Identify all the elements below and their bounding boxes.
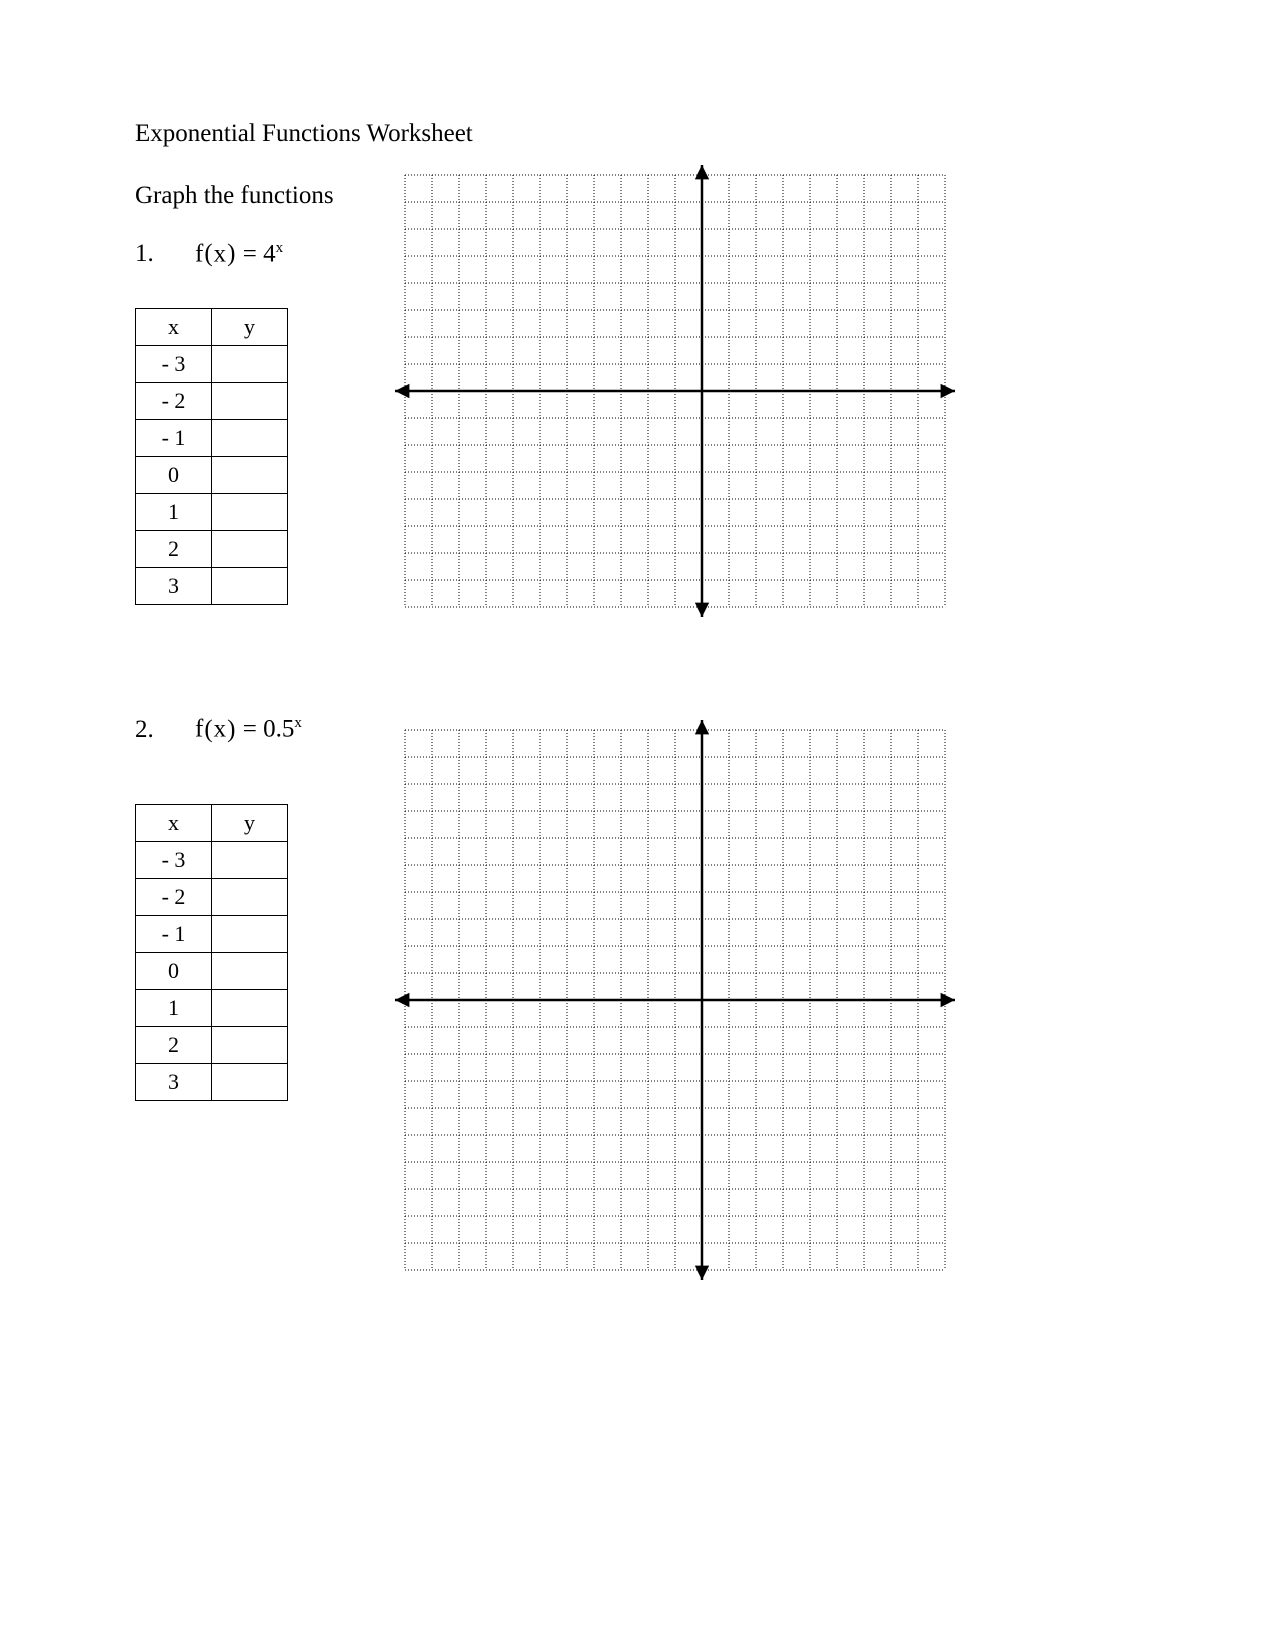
cell-x: - 1	[136, 915, 212, 952]
table-row: 2	[136, 1026, 288, 1063]
table-row: 1	[136, 989, 288, 1026]
problem-2-left: 2. f(x) = 0.5x x y - 3 - 2 - 1 0 1 2	[135, 715, 395, 1100]
problem-1-table: x y - 3 - 2 - 1 0 1 2 3	[135, 308, 288, 605]
problem-1-number: 1.	[135, 240, 195, 268]
func-arg: x	[214, 240, 227, 267]
table-row: - 2	[136, 383, 288, 420]
cell-y[interactable]	[212, 531, 288, 568]
func-base: 0.5	[263, 716, 294, 743]
problem-1-left: 1. f(x) = 4x x y - 3 - 2 - 1 0 1 2 3	[135, 240, 395, 605]
problem-1-grid[interactable]	[395, 165, 955, 617]
problem-1-header: 1. f(x) = 4x	[135, 240, 395, 268]
problem-2-grid[interactable]	[395, 720, 955, 1280]
cell-x: - 2	[136, 383, 212, 420]
cell-x: 1	[136, 494, 212, 531]
cell-y[interactable]	[212, 383, 288, 420]
problem-2-header: 2. f(x) = 0.5x	[135, 715, 395, 743]
col-header-x: x	[136, 309, 212, 346]
cell-y[interactable]	[212, 878, 288, 915]
table-row: 1	[136, 494, 288, 531]
problem-2-table: x y - 3 - 2 - 1 0 1 2 3	[135, 804, 288, 1101]
func-eq: =	[243, 240, 257, 267]
worksheet-page: Exponential Functions Worksheet Graph th…	[0, 0, 1275, 1650]
func-exp: x	[276, 240, 284, 256]
cell-x: 3	[136, 1063, 212, 1100]
cell-x: 0	[136, 457, 212, 494]
cell-x: 1	[136, 989, 212, 1026]
lparen: (	[203, 240, 213, 267]
cell-y[interactable]	[212, 841, 288, 878]
cell-x: - 3	[136, 841, 212, 878]
cell-y[interactable]	[212, 346, 288, 383]
cell-x: - 1	[136, 420, 212, 457]
problem-2-number: 2.	[135, 716, 195, 744]
cell-y[interactable]	[212, 915, 288, 952]
table-row: 3	[136, 568, 288, 605]
lparen: (	[203, 716, 213, 743]
col-header-y: y	[212, 804, 288, 841]
table-row: 2	[136, 531, 288, 568]
rparen: )	[226, 716, 236, 743]
table-row: - 1	[136, 915, 288, 952]
rparen: )	[226, 240, 236, 267]
col-header-x: x	[136, 804, 212, 841]
problem-2-function: f(x) = 0.5x	[195, 715, 302, 743]
func-arg: x	[214, 716, 227, 743]
table-header-row: x y	[136, 804, 288, 841]
table-row: - 1	[136, 420, 288, 457]
func-exp: x	[294, 715, 302, 731]
func-eq: =	[243, 716, 257, 743]
col-header-y: y	[212, 309, 288, 346]
cell-y[interactable]	[212, 457, 288, 494]
table-row: - 2	[136, 878, 288, 915]
cell-y[interactable]	[212, 952, 288, 989]
page-title: Exponential Functions Worksheet	[135, 120, 1140, 148]
cell-y[interactable]	[212, 989, 288, 1026]
cell-x: - 3	[136, 346, 212, 383]
func-base: 4	[263, 240, 276, 267]
table-row: - 3	[136, 841, 288, 878]
cell-y[interactable]	[212, 420, 288, 457]
cell-y[interactable]	[212, 568, 288, 605]
cell-x: 2	[136, 531, 212, 568]
cell-y[interactable]	[212, 1063, 288, 1100]
cell-x: - 2	[136, 878, 212, 915]
cell-y[interactable]	[212, 494, 288, 531]
cell-x: 0	[136, 952, 212, 989]
cell-x: 3	[136, 568, 212, 605]
problem-1-function: f(x) = 4x	[195, 240, 283, 268]
cell-y[interactable]	[212, 1026, 288, 1063]
table-row: - 3	[136, 346, 288, 383]
cell-x: 2	[136, 1026, 212, 1063]
table-row: 3	[136, 1063, 288, 1100]
table-header-row: x y	[136, 309, 288, 346]
table-row: 0	[136, 952, 288, 989]
table-row: 0	[136, 457, 288, 494]
